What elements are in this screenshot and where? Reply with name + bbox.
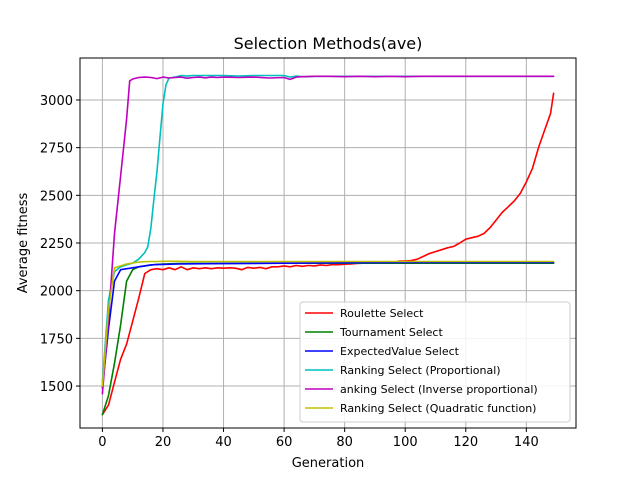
y-tick-label: 2750 [40, 142, 73, 157]
series-line-6 [101, 260, 555, 387]
x-tick-label: 140 [514, 435, 539, 450]
x-tick-label: 80 [336, 435, 353, 450]
legend-label-3: ExpectedValue Select [340, 345, 460, 358]
series-layer [101, 74, 555, 416]
y-tick-label: 2250 [40, 237, 73, 252]
series-line-1 [101, 92, 555, 416]
x-axis-ticks: 0 20 40 60 80 100 120 140 [98, 428, 539, 450]
legend-label-5: anking Select (Inverse proportional) [340, 383, 538, 396]
y-tick-label: 2500 [40, 189, 73, 204]
y-tick-label: 2000 [40, 285, 73, 300]
series-line-5 [101, 75, 555, 395]
x-tick-label: 60 [276, 435, 293, 450]
y-axis-ticks: 1500 1750 2000 2250 2500 2750 3000 [40, 94, 80, 395]
y-axis-label: Average fitness [16, 192, 31, 293]
x-tick-label: 0 [98, 435, 106, 450]
x-tick-label: 120 [453, 435, 478, 450]
legend-label-1: Roulette Select [340, 307, 424, 320]
chart-title: Selection Methods(ave) [234, 34, 423, 53]
x-axis-label: Generation [292, 456, 365, 471]
legend: Roulette Select Tournament Select Expected… [299, 301, 571, 423]
x-tick-label: 20 [155, 435, 172, 450]
legend-box [299, 301, 571, 423]
y-tick-label: 3000 [40, 94, 73, 109]
x-tick-label: 40 [215, 435, 232, 450]
y-tick-label: 1750 [40, 332, 73, 347]
legend-label-2: Tournament Select [339, 326, 443, 339]
y-tick-label: 1500 [40, 380, 73, 395]
legend-label-4: Ranking Select (Proportional) [340, 364, 501, 377]
x-tick-label: 100 [393, 435, 418, 450]
series-line-3 [101, 261, 555, 389]
legend-label-6: Ranking Select (Quadratic function) [340, 402, 536, 415]
